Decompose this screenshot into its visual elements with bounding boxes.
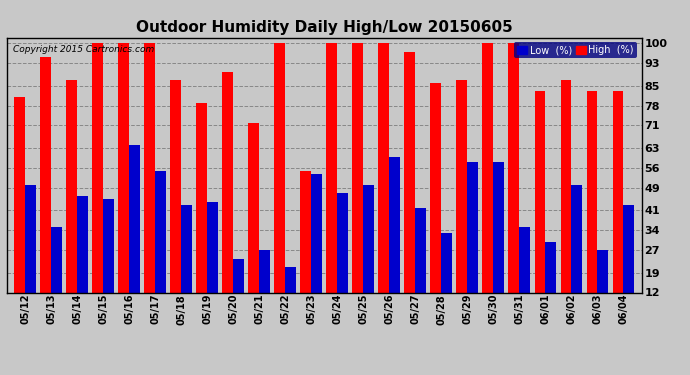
Bar <box>520 227 531 327</box>
Bar <box>51 227 62 327</box>
Text: Copyright 2015 Cartronics.com: Copyright 2015 Cartronics.com <box>13 45 155 54</box>
Bar <box>275 43 285 327</box>
Bar <box>482 43 493 327</box>
Bar <box>364 185 374 327</box>
Bar <box>404 52 415 327</box>
Bar <box>40 57 51 327</box>
Bar <box>493 162 504 327</box>
Bar <box>104 199 114 327</box>
Bar <box>248 123 259 327</box>
Bar <box>196 103 207 327</box>
Bar <box>144 43 155 327</box>
Bar <box>129 145 140 327</box>
Bar <box>285 267 296 327</box>
Bar <box>457 80 467 327</box>
Bar <box>613 92 624 327</box>
Bar <box>311 174 322 327</box>
Bar <box>118 43 129 327</box>
Bar <box>535 92 545 327</box>
Bar <box>560 80 571 327</box>
Bar <box>353 43 364 327</box>
Bar <box>170 80 181 327</box>
Bar <box>378 43 389 327</box>
Bar <box>545 242 556 327</box>
Bar <box>571 185 582 327</box>
Bar <box>14 97 25 327</box>
Bar <box>181 205 192 327</box>
Bar <box>509 43 520 327</box>
Bar <box>207 202 218 327</box>
Bar <box>442 233 453 327</box>
Bar <box>326 43 337 327</box>
Bar <box>233 258 244 327</box>
Title: Outdoor Humidity Daily High/Low 20150605: Outdoor Humidity Daily High/Low 20150605 <box>136 20 513 35</box>
Bar <box>155 171 166 327</box>
Bar <box>77 196 88 327</box>
Bar <box>389 156 400 327</box>
Bar <box>598 250 609 327</box>
Bar <box>259 250 270 327</box>
Bar <box>431 83 442 327</box>
Legend: Low  (%), High  (%): Low (%), High (%) <box>514 42 637 58</box>
Bar <box>467 162 478 327</box>
Bar <box>92 43 104 327</box>
Bar <box>300 171 311 327</box>
Bar <box>66 80 77 327</box>
Bar <box>222 72 233 327</box>
Bar <box>25 185 36 327</box>
Bar <box>337 194 348 327</box>
Bar <box>586 92 598 327</box>
Bar <box>415 207 426 327</box>
Bar <box>624 205 634 327</box>
